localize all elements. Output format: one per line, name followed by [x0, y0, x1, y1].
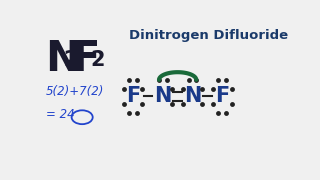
Text: F: F: [126, 86, 140, 106]
Text: F: F: [215, 86, 229, 106]
Text: N: N: [184, 86, 201, 106]
Text: 5(2)+7(2): 5(2)+7(2): [46, 85, 105, 98]
Text: Dinitrogen Difluoride: Dinitrogen Difluoride: [129, 28, 288, 42]
Text: 2: 2: [91, 50, 105, 70]
Text: N: N: [154, 86, 172, 106]
Text: 2: 2: [64, 50, 78, 70]
Text: N: N: [45, 38, 80, 80]
Text: = 24: = 24: [46, 107, 75, 121]
Text: F: F: [71, 38, 100, 80]
